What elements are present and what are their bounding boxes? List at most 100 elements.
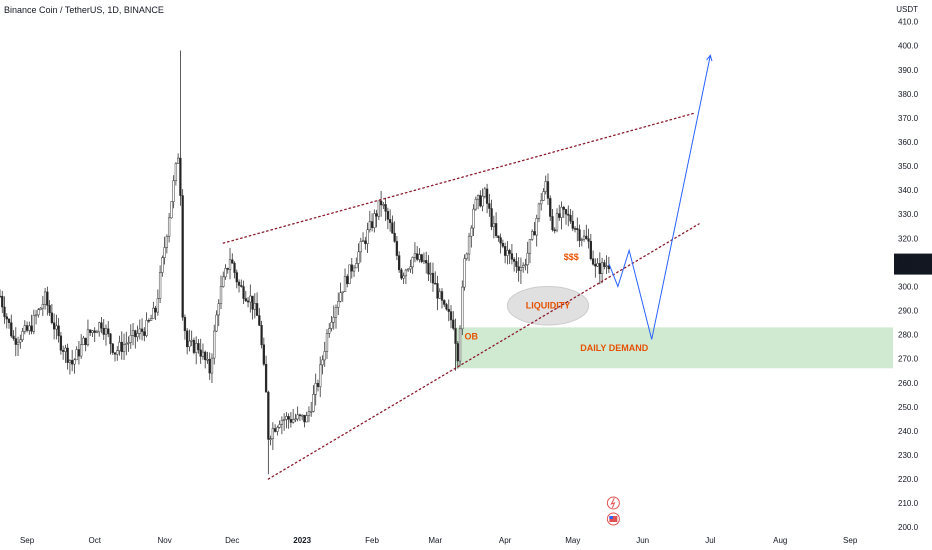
- candle: [605, 255, 608, 274]
- candle-body: [334, 307, 338, 318]
- candle-body: [195, 343, 198, 353]
- candle: [46, 286, 49, 316]
- candle: [339, 282, 342, 303]
- y-tick-label: 260.0: [898, 379, 919, 388]
- candle-body: [522, 265, 525, 268]
- candle-body: [84, 337, 87, 346]
- candle: [321, 355, 324, 375]
- candle-body: [427, 262, 430, 275]
- candle-body: [346, 276, 349, 285]
- candle: [165, 234, 169, 254]
- candle-body: [402, 275, 405, 279]
- candle-body: [100, 322, 103, 329]
- candle-body: [224, 268, 227, 278]
- candle-body: [560, 206, 563, 218]
- candle-body: [458, 328, 462, 362]
- candle: [472, 204, 475, 236]
- candle-body: [208, 358, 211, 374]
- candle-body: [492, 223, 496, 228]
- candle: [481, 188, 484, 212]
- candle: [594, 258, 597, 278]
- candle-body: [431, 272, 435, 284]
- candle: [416, 246, 419, 262]
- candle-body: [555, 213, 559, 231]
- candle-body: [280, 419, 284, 425]
- y-tick-label: 400.0: [898, 42, 919, 51]
- candle: [25, 321, 29, 333]
- y-tick-label: 340.0: [898, 186, 919, 195]
- candle: [319, 356, 322, 398]
- candle: [470, 225, 473, 248]
- candle: [352, 264, 356, 277]
- liquidity-zone: [506, 285, 590, 326]
- x-tick-label: Jul: [705, 536, 715, 545]
- candle-body: [149, 318, 153, 321]
- candle-body: [488, 203, 491, 209]
- candle: [382, 201, 385, 210]
- x-tick-label: 2023: [293, 536, 311, 545]
- candle-body: [542, 191, 545, 201]
- candle: [98, 321, 101, 337]
- event-bolt-icon: [606, 496, 620, 510]
- candle: [316, 379, 320, 392]
- candle-body: [25, 325, 29, 331]
- candle: [91, 329, 94, 337]
- candle-body: [258, 315, 261, 326]
- candle-body: [86, 329, 90, 346]
- candle-body: [213, 330, 216, 359]
- candle-body: [107, 328, 110, 335]
- candle-body: [217, 303, 220, 316]
- candle: [359, 237, 362, 263]
- candle-body: [260, 325, 263, 346]
- candle-body: [316, 382, 320, 387]
- candle-body: [591, 258, 595, 265]
- candle-body: [540, 200, 543, 205]
- candle: [10, 314, 13, 338]
- candle-body: [201, 351, 205, 357]
- candle: [540, 192, 543, 211]
- candle-body: [174, 163, 178, 181]
- candle: [226, 267, 229, 274]
- candle: [404, 268, 408, 285]
- candle: [497, 235, 500, 242]
- candle-body: [479, 195, 482, 207]
- candle: [199, 338, 202, 364]
- candle-body: [359, 241, 362, 253]
- candle-body: [519, 267, 523, 271]
- candle: [278, 420, 281, 429]
- candle: [474, 196, 477, 211]
- y-tick-label: 370.0: [898, 114, 919, 123]
- candle: [418, 248, 421, 263]
- candle: [411, 256, 414, 275]
- candle-body: [219, 286, 223, 304]
- candle: [582, 229, 586, 242]
- candle-body: [578, 229, 581, 241]
- candle-body: [485, 188, 489, 204]
- candle-body: [517, 266, 520, 271]
- candle-body: [242, 286, 245, 299]
- candle-body: [456, 343, 459, 362]
- candle: [513, 257, 516, 272]
- candle: [307, 406, 311, 423]
- candle: [145, 312, 148, 338]
- candle: [136, 325, 139, 342]
- candle-body: [467, 235, 471, 255]
- candle-body: [544, 181, 547, 192]
- candle: [280, 416, 284, 435]
- candle: [271, 422, 275, 451]
- candle-body: [262, 344, 265, 365]
- candle-body: [52, 322, 56, 330]
- candle: [5, 313, 8, 329]
- candle: [208, 352, 211, 380]
- candle: [116, 346, 119, 361]
- candle: [242, 280, 245, 305]
- candle: [402, 272, 405, 285]
- candle: [537, 202, 541, 223]
- candle: [77, 341, 81, 365]
- candle: [443, 299, 446, 308]
- candle: [328, 323, 331, 338]
- candle-body: [373, 213, 376, 229]
- axis-unit: USDT: [896, 5, 918, 14]
- candle-body: [91, 330, 94, 333]
